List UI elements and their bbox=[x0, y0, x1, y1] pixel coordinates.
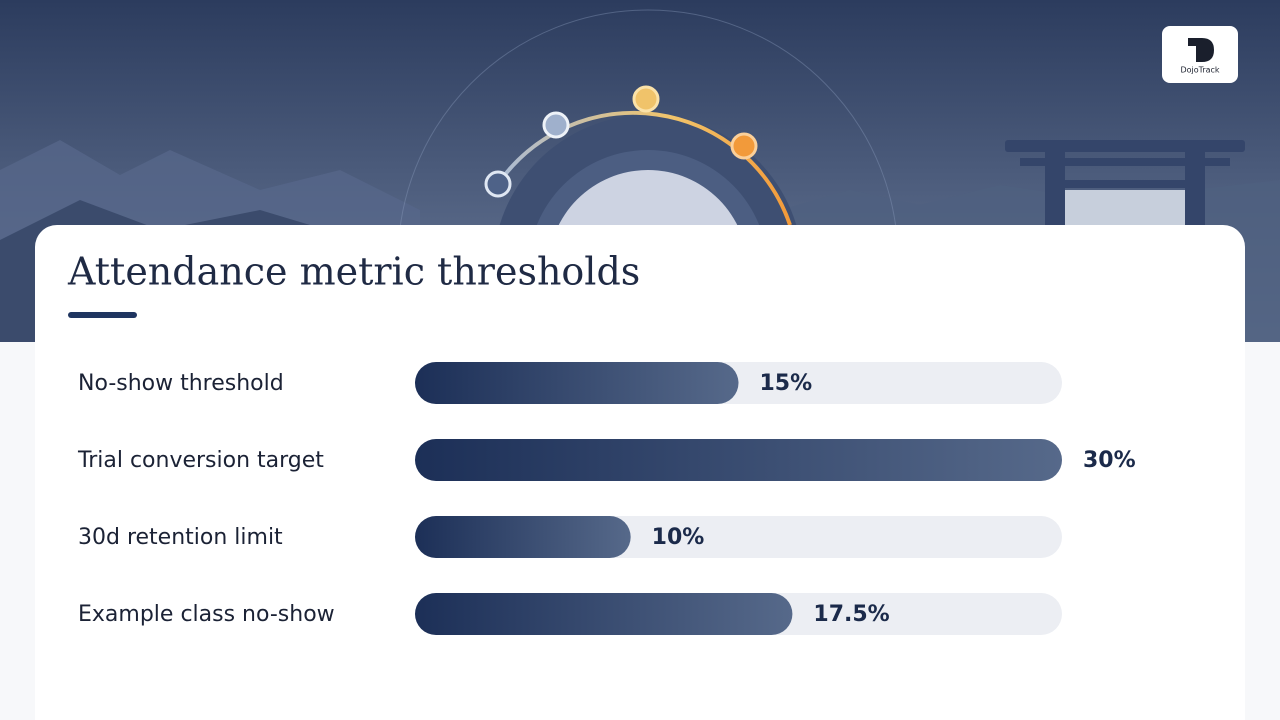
value-label: 30% bbox=[1083, 448, 1136, 473]
bar bbox=[415, 439, 1062, 481]
bar bbox=[415, 593, 793, 635]
category-label: 30d retention limit bbox=[78, 525, 283, 550]
value-label: 17.5% bbox=[813, 602, 889, 627]
category-label: No-show threshold bbox=[78, 371, 284, 396]
bar bbox=[415, 362, 739, 404]
category-label: Trial conversion target bbox=[77, 448, 324, 473]
chart-title: Attendance metric thresholds bbox=[67, 250, 640, 294]
logo-text: DojoTrack bbox=[1180, 66, 1219, 75]
value-label: 15% bbox=[760, 371, 813, 396]
bar bbox=[415, 516, 631, 558]
category-label: Example class no-show bbox=[78, 602, 335, 627]
title-underline bbox=[68, 312, 137, 318]
value-label: 10% bbox=[652, 525, 705, 550]
